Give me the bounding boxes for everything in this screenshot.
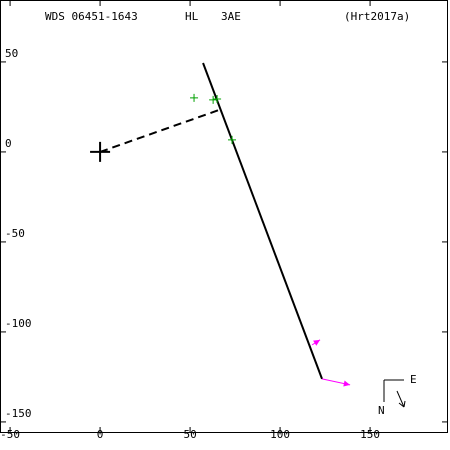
y-tick-label: -50 — [5, 227, 25, 240]
frame — [0, 0, 448, 433]
chart-title: WDS 06451-1643 — [45, 10, 138, 23]
y-tick-label: -150 — [5, 407, 32, 420]
discoverer: HL — [185, 10, 199, 23]
y-tick-label: 50 — [5, 47, 18, 60]
x-tick-label: -50 — [0, 428, 20, 441]
reference: (Hrt2017a) — [344, 10, 410, 23]
compass: E N — [378, 373, 417, 417]
x-tick-label: 100 — [270, 428, 290, 441]
x-tick-label: 150 — [360, 428, 380, 441]
y-tick-label: 0 — [5, 137, 12, 150]
vector-head — [343, 380, 351, 387]
dashed-line — [99, 107, 223, 153]
compass-north: N — [378, 404, 385, 417]
observation — [190, 93, 199, 102]
observation — [213, 95, 222, 103]
primary-star — [90, 141, 111, 162]
compass-east: E — [410, 373, 417, 386]
pair: 3AE — [221, 10, 241, 23]
observation — [209, 95, 218, 104]
y-tick-label: -100 — [5, 317, 32, 330]
x-tick-label: 0 — [97, 428, 104, 441]
vector-head — [313, 339, 321, 346]
x-tick-label: 50 — [183, 428, 196, 441]
observation — [228, 135, 237, 144]
fit-line — [202, 62, 323, 380]
